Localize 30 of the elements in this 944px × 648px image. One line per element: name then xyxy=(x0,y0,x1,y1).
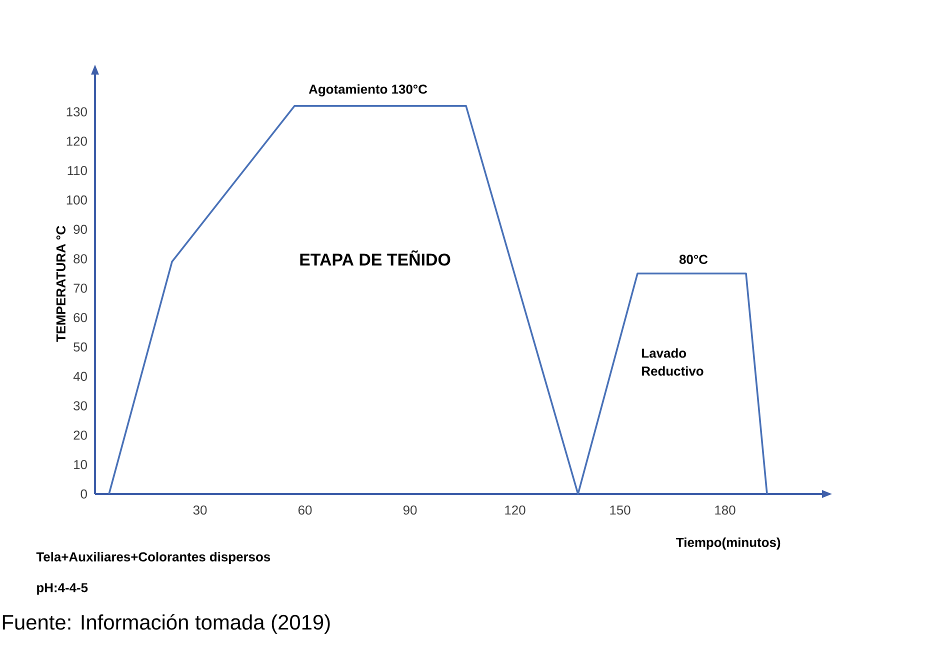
y-tick-label: 60 xyxy=(74,313,87,322)
x-axis-title: Tiempo(minutos) xyxy=(676,538,780,550)
x-tick-label: 150 xyxy=(610,506,630,515)
y-tick-label: 30 xyxy=(74,401,87,410)
y-tick-label: 100 xyxy=(66,195,87,205)
y-tick-label: 0 xyxy=(80,489,87,499)
annotation: 80°C xyxy=(679,254,708,264)
source-note: Fuente: Información tomada (2019) xyxy=(2,614,330,634)
y-axis-title: TEMPERATURA °C xyxy=(56,226,66,342)
y-tick-label: 120 xyxy=(66,136,87,146)
y-tick-label: 80 xyxy=(74,254,87,264)
y-tick-label: 70 xyxy=(74,284,87,293)
x-tick-label: 180 xyxy=(715,506,736,515)
x-tick-label: 30 xyxy=(193,506,207,515)
y-tick-label: 20 xyxy=(74,430,87,440)
y-tick-label: 10 xyxy=(74,460,87,470)
x-tick-label: 90 xyxy=(403,506,417,515)
y-tick-label: 130 xyxy=(66,107,87,116)
text: pH:4-4-5 xyxy=(37,583,88,595)
y-tick-label: 90 xyxy=(74,224,87,234)
annotation: Lavado Reductivo xyxy=(642,348,704,376)
x-tick-label: 60 xyxy=(298,506,312,515)
x-tick-label: 120 xyxy=(505,506,526,515)
y-tick-label: 40 xyxy=(73,372,87,381)
text: Tela+Auxiliares+Colorantes dispersos xyxy=(36,552,270,564)
line-series xyxy=(108,105,768,495)
y-tick-label: 50 xyxy=(74,342,87,352)
annotation: ETAPA DE TEÑIDO xyxy=(300,250,450,266)
y-tick-label: 110 xyxy=(68,166,87,176)
annotation: Agotamiento 130°C xyxy=(308,84,428,96)
